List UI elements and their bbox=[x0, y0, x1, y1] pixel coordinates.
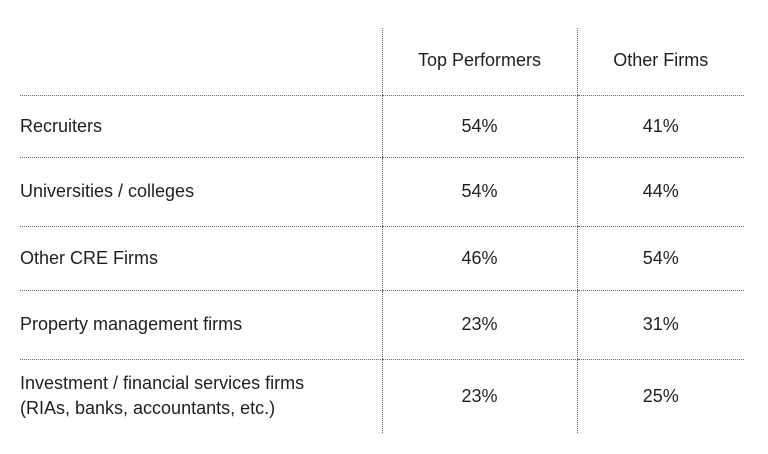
other-firms-value: 31% bbox=[576, 290, 744, 360]
top-performers-value: 23% bbox=[381, 359, 577, 433]
header-other-firms: Other Firms bbox=[576, 28, 744, 96]
row-label: Recruiters bbox=[20, 95, 382, 158]
top-performers-value: 54% bbox=[381, 157, 577, 227]
row-label-line-1: Investment / financial services firms bbox=[20, 373, 305, 394]
table-row: Universities / colleges 54% 44% bbox=[20, 157, 744, 227]
header-empty-cell bbox=[20, 28, 382, 96]
top-performers-value: 23% bbox=[381, 290, 577, 360]
other-firms-value: 54% bbox=[576, 226, 744, 291]
other-firms-value: 25% bbox=[576, 359, 744, 433]
row-label: Property management firms bbox=[20, 290, 382, 360]
row-label-line-2: (RIAs, banks, accountants, etc.) bbox=[20, 398, 276, 419]
other-firms-value: 44% bbox=[576, 157, 744, 227]
comparison-table: Top Performers Other Firms Recruiters 54… bbox=[20, 28, 744, 433]
row-label: Other CRE Firms bbox=[20, 226, 382, 291]
row-label: Investment / financial services firms (R… bbox=[20, 359, 382, 433]
other-firms-value: 41% bbox=[576, 95, 744, 158]
table-row: Other CRE Firms 46% 54% bbox=[20, 226, 744, 291]
table-row: Recruiters 54% 41% bbox=[20, 95, 744, 158]
table-row: Property management firms 23% 31% bbox=[20, 290, 744, 360]
table-header-row: Top Performers Other Firms bbox=[20, 28, 744, 96]
top-performers-value: 46% bbox=[381, 226, 577, 291]
header-top-performers: Top Performers bbox=[381, 28, 577, 96]
row-label: Universities / colleges bbox=[20, 157, 382, 227]
top-performers-value: 54% bbox=[381, 95, 577, 158]
table-row: Investment / financial services firms (R… bbox=[20, 359, 744, 433]
